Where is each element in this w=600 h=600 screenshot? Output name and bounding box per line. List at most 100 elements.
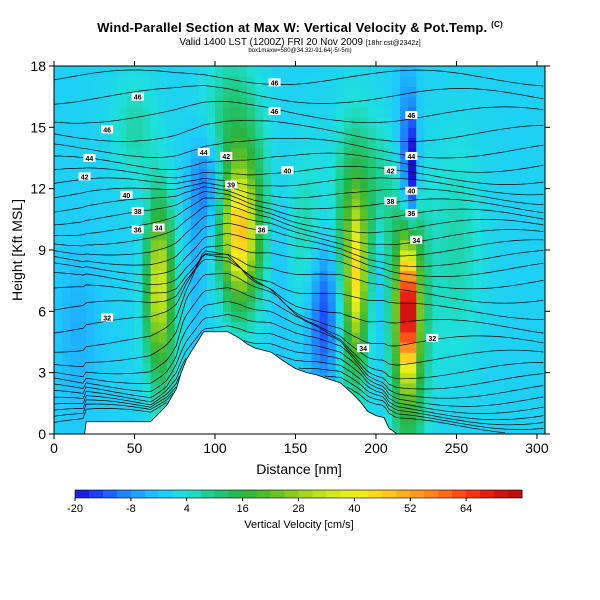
field-cell xyxy=(231,209,240,220)
field-cell xyxy=(94,137,103,149)
field-cell xyxy=(174,168,184,180)
isentrope-312 xyxy=(54,244,544,290)
field-cell xyxy=(432,290,441,302)
field-cell xyxy=(255,188,264,200)
field-cell xyxy=(351,342,361,353)
field-cell xyxy=(303,290,313,302)
field-cell xyxy=(150,362,160,374)
field-cell xyxy=(142,270,152,282)
colorbar-segment xyxy=(298,490,313,498)
field-cell xyxy=(158,178,168,190)
field-cell xyxy=(408,117,417,128)
field-cell xyxy=(206,280,216,292)
field-cell xyxy=(271,290,280,302)
field-cell xyxy=(206,270,216,282)
field-cell xyxy=(223,209,232,220)
field-cell xyxy=(343,290,353,302)
field-cell xyxy=(247,331,256,343)
field-cell xyxy=(287,137,297,149)
field-cell xyxy=(367,178,377,190)
field-cell xyxy=(94,96,103,108)
field-cell xyxy=(464,76,474,88)
field-cell xyxy=(102,137,111,149)
field-cell xyxy=(86,382,95,394)
field-cell xyxy=(432,168,441,180)
field-cell xyxy=(295,168,305,180)
field-cell xyxy=(392,178,401,190)
field-cell xyxy=(343,372,353,384)
isentrope-344 xyxy=(54,69,544,87)
field-cell xyxy=(287,117,297,128)
field-cell xyxy=(182,280,192,292)
field-cell xyxy=(223,250,232,261)
field-cell xyxy=(480,352,490,364)
field-cell xyxy=(190,127,200,139)
field-cell xyxy=(70,382,79,394)
field-cell xyxy=(287,311,297,323)
field-cell xyxy=(504,117,514,128)
field-cell xyxy=(448,321,458,333)
colorbar-segment xyxy=(494,490,509,498)
field-cell xyxy=(520,229,530,241)
field-cell xyxy=(464,178,474,190)
field-cell xyxy=(118,198,128,210)
field-cell xyxy=(359,301,369,312)
field-cell xyxy=(142,250,152,261)
field-cell xyxy=(464,301,474,312)
field-cell xyxy=(86,147,95,159)
field-cell xyxy=(311,331,321,343)
field-cell xyxy=(319,301,329,312)
contour-label-text: 40 xyxy=(284,168,292,175)
field-cell xyxy=(520,423,530,434)
field-cell xyxy=(319,219,329,231)
copyright-mark: (C) xyxy=(491,20,503,29)
field-cell xyxy=(416,260,425,272)
field-cell xyxy=(126,270,136,282)
contour-label-bg xyxy=(101,313,114,322)
field-cell xyxy=(472,290,482,302)
field-cell xyxy=(54,393,63,404)
field-cell xyxy=(520,147,530,159)
field-cell xyxy=(150,280,160,292)
field-cell xyxy=(480,158,490,169)
field-cell xyxy=(62,413,71,425)
field-cell xyxy=(110,331,119,343)
field-cell xyxy=(239,311,248,323)
field-cell xyxy=(110,158,119,169)
field-cell xyxy=(279,280,289,292)
contour-label: 34 xyxy=(152,223,165,233)
field-cell xyxy=(319,96,329,108)
field-cell xyxy=(384,372,393,384)
field-cell xyxy=(54,66,63,77)
isentrope-303 xyxy=(54,300,544,390)
field-cell xyxy=(126,250,136,261)
field-cell xyxy=(512,403,522,415)
field-cell xyxy=(94,168,103,180)
colorbar-segment xyxy=(75,490,90,498)
contour-label: 46 xyxy=(405,111,418,120)
field-cell xyxy=(448,229,458,241)
field-cell xyxy=(408,168,417,180)
field-cell xyxy=(86,209,95,220)
field-cell xyxy=(440,86,450,98)
contour-label-text: 34 xyxy=(359,346,367,353)
field-cell xyxy=(456,382,466,394)
field-cell xyxy=(424,362,433,374)
field-cell xyxy=(488,270,498,282)
field-cell xyxy=(190,117,200,128)
field-cell xyxy=(512,239,522,251)
field-cell xyxy=(343,66,353,77)
contour-label: 36 xyxy=(405,209,418,218)
field-cell xyxy=(496,372,506,384)
field-cell xyxy=(102,106,111,118)
field-cell xyxy=(62,280,71,292)
field-cell xyxy=(392,106,401,118)
field-cell xyxy=(480,423,490,434)
field-cell xyxy=(150,178,160,190)
field-cell xyxy=(303,219,313,231)
field-cell xyxy=(126,403,136,415)
field-cell xyxy=(206,127,216,139)
field-cell xyxy=(198,168,208,180)
field-cell xyxy=(110,198,119,210)
field-cell xyxy=(480,280,490,292)
